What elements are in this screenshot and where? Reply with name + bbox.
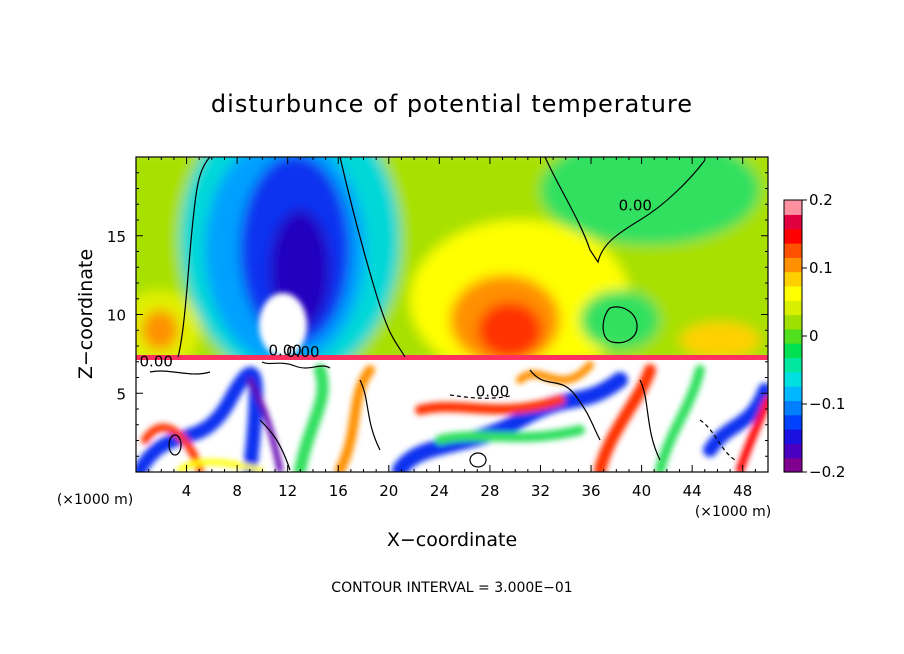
colorbar-swatch <box>784 300 802 316</box>
warm-anomaly-core <box>259 293 307 357</box>
colorbar-swatch <box>784 429 802 444</box>
contour-label-layer: 0.000.000.000.000.00 <box>140 197 652 401</box>
colorbar-swatch <box>784 285 802 301</box>
contour-label: 0.00 <box>619 197 652 215</box>
colorbar: 0.2 0.1 0 −0.1 −0.2 <box>783 191 845 481</box>
colorbar-swatch <box>784 271 802 287</box>
colorbar-swatch <box>784 414 802 430</box>
x-tick-label: 32 <box>531 482 550 500</box>
contour-label: 0.00 <box>286 343 319 361</box>
contour-label: 0.00 <box>268 341 301 359</box>
colorbar-swatch <box>784 228 802 244</box>
colorbar-swatch <box>784 443 802 459</box>
colorbar-tick-label: 0 <box>809 327 819 345</box>
colorbar-tick-label: 0.2 <box>809 191 833 209</box>
z-tick-label: 10 <box>107 307 126 325</box>
colorbar-tick-label: −0.2 <box>809 463 845 481</box>
colorbar-swatch <box>784 200 802 215</box>
x-tick-label: 4 <box>182 482 192 500</box>
colorbar-tick-label: −0.1 <box>809 395 845 413</box>
x-tick-label: 48 <box>733 482 752 500</box>
x-tick-label: 44 <box>683 482 702 500</box>
x-tick-label: 20 <box>379 482 398 500</box>
colorbar-swatch <box>784 400 802 416</box>
heatmap-field <box>136 157 768 472</box>
colorbar-swatch <box>784 328 802 344</box>
x-tick-label: 28 <box>480 482 499 500</box>
chart-title: disturbunce of potential temperature <box>211 90 693 118</box>
lower-layer-field <box>136 355 768 472</box>
contour-label: 0.00 <box>476 382 509 400</box>
colorbar-tick-label: 0.1 <box>809 259 833 277</box>
colorbar-swatch <box>784 457 802 473</box>
z-tick-label: 15 <box>107 228 126 246</box>
z-axis: 5 10 15 <box>107 172 768 457</box>
contour-lines <box>149 157 736 471</box>
colorbar-swatch <box>784 314 802 330</box>
x-tick-label: 40 <box>632 482 651 500</box>
colorbar-swatch <box>784 371 802 387</box>
x-unit-left: (×1000 m) <box>57 492 133 508</box>
colorbar-swatch <box>784 242 802 258</box>
colorbar-swatch <box>784 343 802 359</box>
colorbar-swatch <box>784 257 802 273</box>
colorbar-swatch <box>784 214 802 230</box>
upper-layer-field <box>136 157 768 380</box>
colorbar-swatch <box>784 386 802 402</box>
x-tick-label: 16 <box>329 482 348 500</box>
z-axis-label: Z−coordinate <box>75 249 97 379</box>
contour-label: 0.00 <box>140 352 173 370</box>
z-tick-label: 5 <box>116 385 126 403</box>
x-tick-label: 8 <box>232 482 242 500</box>
x-axis-label: X−coordinate <box>387 529 517 551</box>
x-unit-right: (×1000 m) <box>695 504 771 520</box>
x-tick-label: 36 <box>581 482 600 500</box>
x-axis: 4 8 12 16 20 24 28 32 36 40 44 48 <box>148 157 756 500</box>
x-tick-label: 24 <box>430 482 449 500</box>
contour-interval-note: CONTOUR INTERVAL = 3.000E−01 <box>331 580 572 596</box>
x-tick-label: 12 <box>278 482 297 500</box>
colorbar-swatch <box>784 357 802 373</box>
